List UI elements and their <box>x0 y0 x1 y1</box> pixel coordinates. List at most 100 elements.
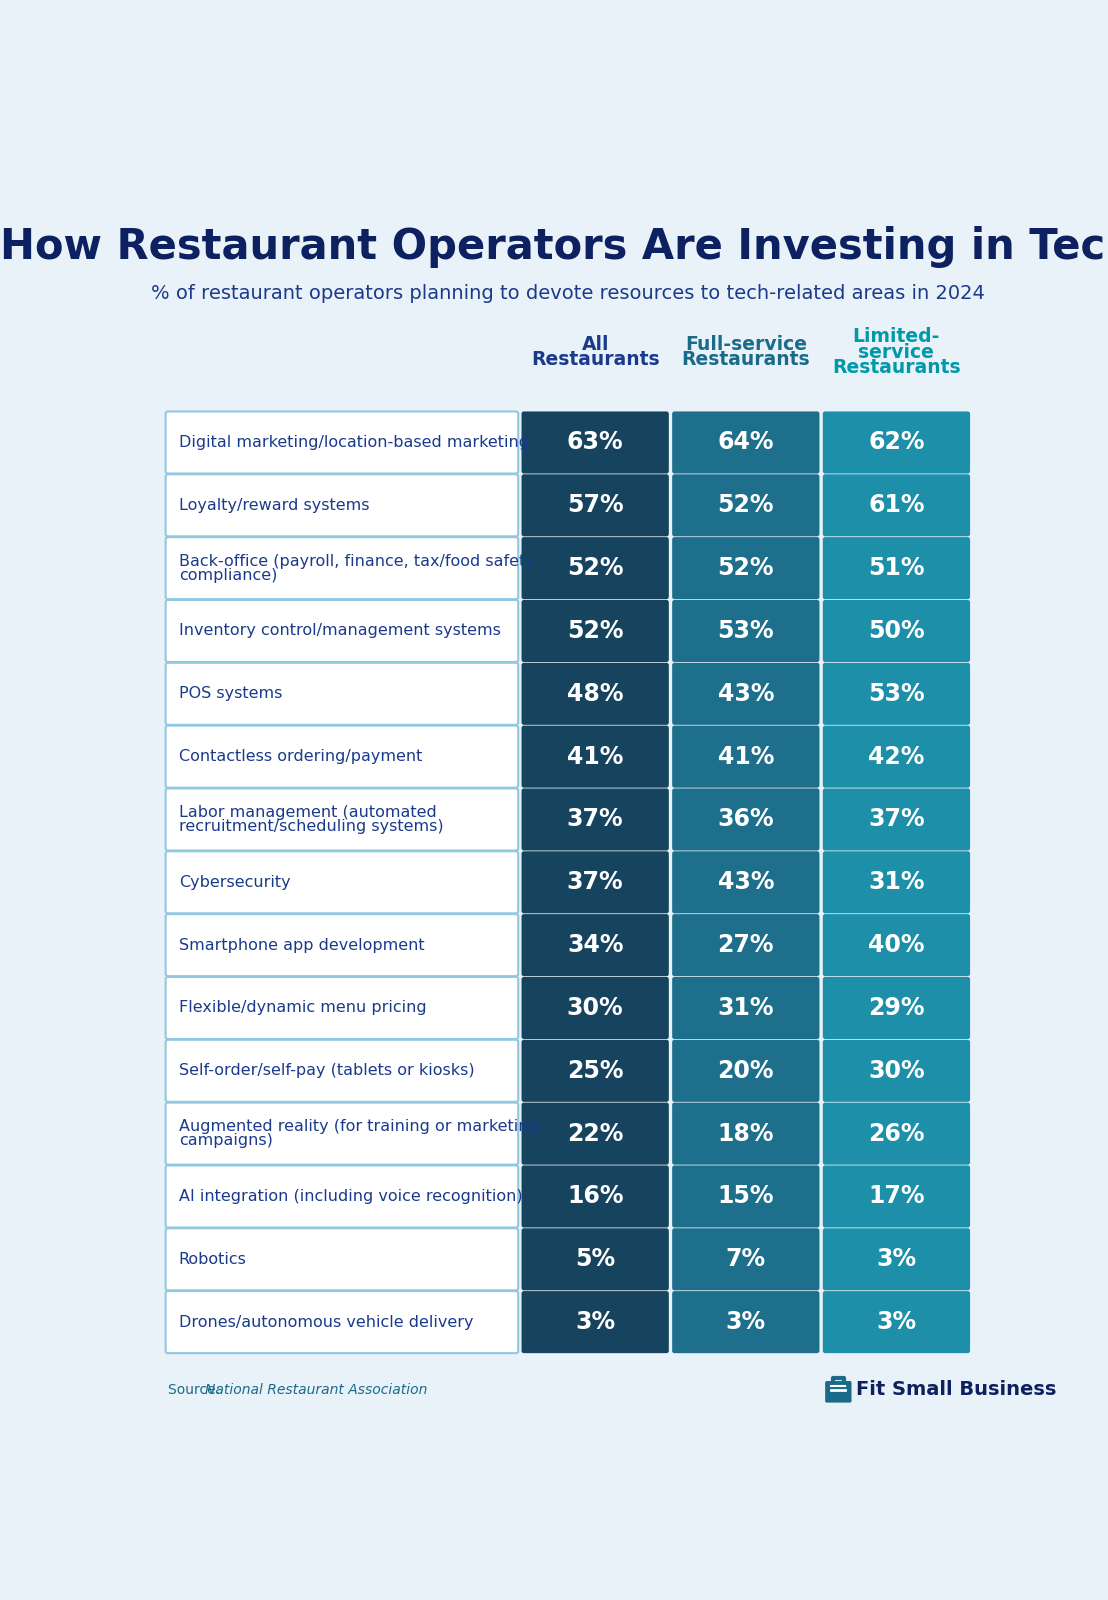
FancyBboxPatch shape <box>823 1040 971 1102</box>
FancyBboxPatch shape <box>823 978 971 1038</box>
FancyBboxPatch shape <box>165 411 519 474</box>
Text: 37%: 37% <box>567 870 624 894</box>
Text: AI integration (including voice recognition): AI integration (including voice recognit… <box>178 1189 523 1203</box>
FancyBboxPatch shape <box>522 789 669 851</box>
Text: All: All <box>582 334 609 354</box>
FancyBboxPatch shape <box>823 1102 971 1165</box>
Text: 57%: 57% <box>567 493 624 517</box>
FancyBboxPatch shape <box>522 538 669 598</box>
Text: 22%: 22% <box>567 1122 624 1146</box>
Text: Contactless ordering/payment: Contactless ordering/payment <box>178 749 422 765</box>
Text: 43%: 43% <box>718 682 774 706</box>
FancyBboxPatch shape <box>823 474 971 536</box>
FancyBboxPatch shape <box>522 1102 669 1165</box>
FancyBboxPatch shape <box>823 914 971 976</box>
Text: Cybersecurity: Cybersecurity <box>178 875 290 890</box>
Text: Restaurants: Restaurants <box>832 358 961 378</box>
FancyBboxPatch shape <box>165 1291 519 1354</box>
Text: 3%: 3% <box>876 1310 916 1334</box>
Text: Full-service: Full-service <box>685 334 807 354</box>
Text: 3%: 3% <box>876 1248 916 1272</box>
Text: Inventory control/management systems: Inventory control/management systems <box>178 624 501 638</box>
FancyBboxPatch shape <box>165 1165 519 1227</box>
FancyBboxPatch shape <box>673 914 820 976</box>
FancyBboxPatch shape <box>823 1291 971 1354</box>
Text: How Restaurant Operators Are Investing in Tech: How Restaurant Operators Are Investing i… <box>0 227 1108 269</box>
FancyBboxPatch shape <box>823 789 971 851</box>
Text: 62%: 62% <box>869 430 925 454</box>
FancyBboxPatch shape <box>522 474 669 536</box>
Text: % of restaurant operators planning to devote resources to tech-related areas in : % of restaurant operators planning to de… <box>151 283 985 302</box>
Text: Back-office (payroll, finance, tax/food safety: Back-office (payroll, finance, tax/food … <box>178 554 534 568</box>
FancyBboxPatch shape <box>823 662 971 725</box>
FancyBboxPatch shape <box>522 1040 669 1102</box>
FancyBboxPatch shape <box>165 789 519 851</box>
FancyBboxPatch shape <box>522 662 669 725</box>
FancyBboxPatch shape <box>522 726 669 787</box>
FancyBboxPatch shape <box>825 1381 852 1403</box>
Text: 7%: 7% <box>726 1248 766 1272</box>
Text: 20%: 20% <box>718 1059 774 1083</box>
FancyBboxPatch shape <box>823 851 971 914</box>
FancyBboxPatch shape <box>823 411 971 474</box>
Text: Self-order/self-pay (tablets or kiosks): Self-order/self-pay (tablets or kiosks) <box>178 1064 474 1078</box>
Text: 15%: 15% <box>718 1184 774 1208</box>
Text: 43%: 43% <box>718 870 774 894</box>
Text: 29%: 29% <box>869 995 925 1019</box>
Text: POS systems: POS systems <box>178 686 283 701</box>
FancyBboxPatch shape <box>165 1229 519 1290</box>
FancyBboxPatch shape <box>522 914 669 976</box>
Text: 51%: 51% <box>869 557 925 581</box>
Text: 27%: 27% <box>718 933 774 957</box>
FancyBboxPatch shape <box>673 978 820 1038</box>
FancyBboxPatch shape <box>823 1165 971 1227</box>
FancyBboxPatch shape <box>165 851 519 914</box>
Text: 48%: 48% <box>567 682 624 706</box>
Text: 18%: 18% <box>718 1122 774 1146</box>
Text: 53%: 53% <box>718 619 774 643</box>
Text: Loyalty/reward systems: Loyalty/reward systems <box>178 498 369 514</box>
Text: Smartphone app development: Smartphone app development <box>178 938 424 952</box>
Text: 64%: 64% <box>718 430 774 454</box>
FancyBboxPatch shape <box>165 474 519 536</box>
Text: campaigns): campaigns) <box>178 1133 273 1147</box>
Text: 3%: 3% <box>575 1310 615 1334</box>
FancyBboxPatch shape <box>673 726 820 787</box>
FancyBboxPatch shape <box>165 538 519 598</box>
FancyBboxPatch shape <box>673 851 820 914</box>
Text: 36%: 36% <box>718 808 774 832</box>
FancyBboxPatch shape <box>673 474 820 536</box>
FancyBboxPatch shape <box>165 726 519 787</box>
Text: 40%: 40% <box>869 933 925 957</box>
Text: Restaurants: Restaurants <box>531 350 659 370</box>
FancyBboxPatch shape <box>165 914 519 976</box>
Text: 5%: 5% <box>575 1248 615 1272</box>
Text: recruitment/scheduling systems): recruitment/scheduling systems) <box>178 819 443 834</box>
Text: 31%: 31% <box>718 995 774 1019</box>
FancyBboxPatch shape <box>673 1229 820 1290</box>
Text: 41%: 41% <box>567 744 624 768</box>
FancyBboxPatch shape <box>823 538 971 598</box>
Text: 52%: 52% <box>567 557 624 581</box>
FancyBboxPatch shape <box>673 662 820 725</box>
Text: Augmented reality (for training or marketing: Augmented reality (for training or marke… <box>178 1120 538 1134</box>
Text: 31%: 31% <box>869 870 925 894</box>
FancyBboxPatch shape <box>673 1102 820 1165</box>
Text: 42%: 42% <box>869 744 924 768</box>
Text: 25%: 25% <box>567 1059 624 1083</box>
Text: compliance): compliance) <box>178 568 277 582</box>
Text: 63%: 63% <box>567 430 624 454</box>
Text: 61%: 61% <box>869 493 925 517</box>
Text: Source:: Source: <box>168 1382 225 1397</box>
FancyBboxPatch shape <box>522 600 669 662</box>
FancyBboxPatch shape <box>165 1102 519 1165</box>
FancyBboxPatch shape <box>522 411 669 474</box>
FancyBboxPatch shape <box>673 538 820 598</box>
Text: 30%: 30% <box>869 1059 925 1083</box>
Text: Drones/autonomous vehicle delivery: Drones/autonomous vehicle delivery <box>178 1315 473 1330</box>
FancyBboxPatch shape <box>673 411 820 474</box>
Text: 53%: 53% <box>869 682 925 706</box>
FancyBboxPatch shape <box>522 851 669 914</box>
Text: 37%: 37% <box>567 808 624 832</box>
Text: 50%: 50% <box>869 619 925 643</box>
